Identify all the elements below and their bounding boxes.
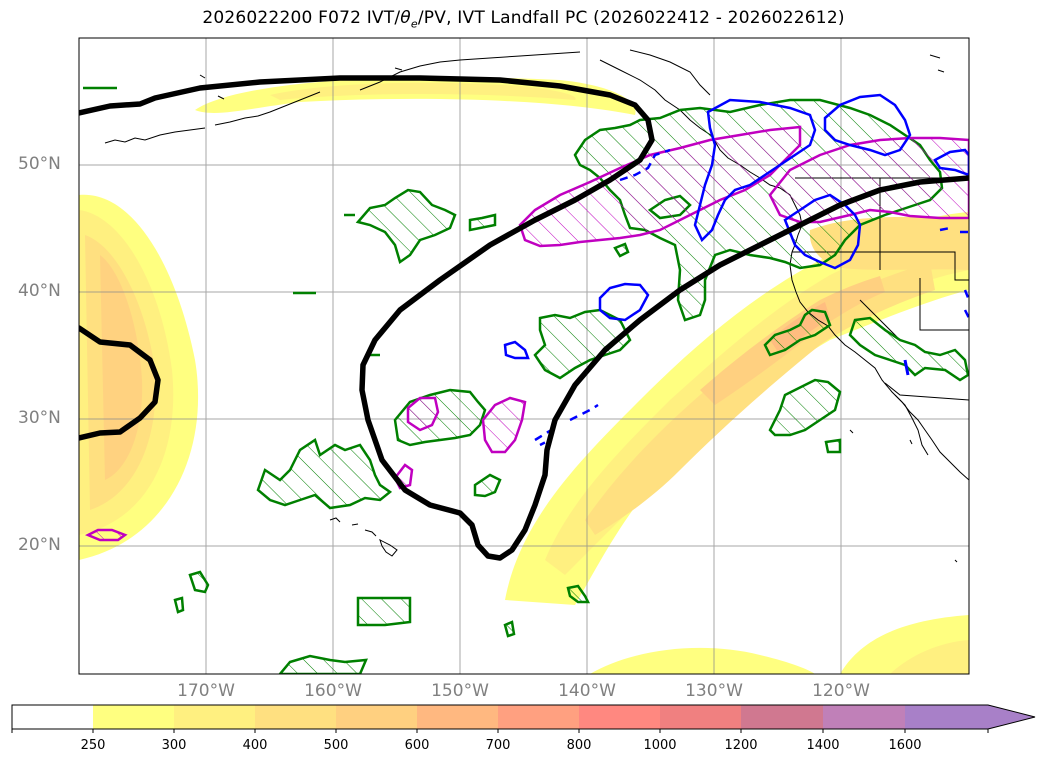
colorbar-seg-7 bbox=[579, 705, 660, 729]
colorbar-seg-3 bbox=[255, 705, 336, 729]
colorbar-seg-8 bbox=[660, 705, 741, 729]
colorbar-tick-label: 600 bbox=[404, 738, 430, 753]
colorbar-seg-2 bbox=[174, 705, 255, 729]
lon-label-130w: 130°W bbox=[685, 681, 743, 701]
colorbar-seg-4 bbox=[336, 705, 417, 729]
colorbar-seg-9 bbox=[741, 705, 823, 729]
pv-blue-contours bbox=[503, 93, 969, 447]
lon-label-120w: 120°W bbox=[812, 681, 870, 701]
colorbar-tick-label: 1200 bbox=[724, 738, 758, 753]
lat-label-20n: 20°N bbox=[18, 535, 61, 555]
map-frame bbox=[78, 37, 970, 675]
lat-label-40n: 40°N bbox=[18, 281, 61, 301]
colorbar-tick-label: 300 bbox=[161, 738, 187, 753]
colorbar-seg-10 bbox=[823, 705, 905, 729]
colorbar-tick-label: 1400 bbox=[806, 738, 840, 753]
lon-label-150w: 150°W bbox=[431, 681, 489, 701]
colorbar-tick-label: 1600 bbox=[888, 738, 922, 753]
colorbar-extend-arrow bbox=[905, 705, 1035, 729]
theta-e-contours bbox=[79, 75, 969, 561]
lat-label-50n: 50°N bbox=[18, 154, 61, 174]
colorbar-tick-label: 1000 bbox=[643, 738, 677, 753]
lon-label-140w: 140°W bbox=[558, 681, 616, 701]
colorbar-tick-label: 250 bbox=[80, 738, 106, 753]
lat-label-30n: 30°N bbox=[18, 408, 61, 428]
colorbar-tick-label: 800 bbox=[566, 738, 592, 753]
colorbar-seg-1 bbox=[93, 705, 174, 729]
colorbar-seg-0 bbox=[12, 705, 93, 729]
colorbar-tick-label: 500 bbox=[323, 738, 349, 753]
lon-label-170w: 170°W bbox=[177, 681, 235, 701]
pv-magenta-contours bbox=[84, 125, 969, 542]
colorbar bbox=[11, 704, 1036, 733]
colorbar-seg-6 bbox=[498, 705, 579, 729]
lon-label-160w: 160°W bbox=[304, 681, 362, 701]
colorbar-seg-5 bbox=[417, 705, 498, 729]
colorbar-tick-label: 400 bbox=[242, 738, 268, 753]
colorbar-outline bbox=[11, 704, 1036, 730]
map-title: 2026022200 F072 IVT/θe/PV, IVT Landfall … bbox=[202, 8, 845, 31]
colorbar-tick-label: 700 bbox=[485, 738, 511, 753]
